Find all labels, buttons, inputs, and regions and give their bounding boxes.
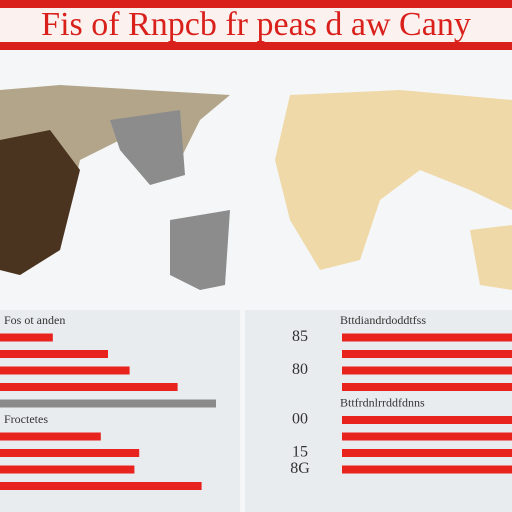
row-label: 85 — [292, 328, 308, 345]
continent — [275, 90, 512, 270]
row-label: 8G — [290, 460, 310, 477]
continent — [470, 225, 512, 290]
map-right — [275, 90, 512, 290]
bar — [0, 449, 140, 457]
row-label: 00 — [292, 411, 308, 428]
panel — [0, 310, 240, 512]
legend-label: Fos ot anden — [4, 313, 65, 327]
bar — [0, 366, 130, 375]
bar — [0, 383, 178, 391]
bar — [0, 482, 202, 490]
bar — [342, 333, 512, 342]
bar — [342, 383, 512, 391]
bar — [0, 350, 108, 358]
continent — [170, 210, 230, 290]
bar — [342, 416, 512, 424]
bar — [342, 366, 512, 375]
map-left — [0, 85, 230, 290]
legend-label: Froctetes — [4, 412, 48, 426]
row-label: 15 — [292, 444, 308, 461]
bar — [342, 449, 512, 457]
bar — [342, 465, 512, 474]
continent — [110, 110, 185, 185]
bar — [342, 350, 512, 358]
bar — [0, 465, 135, 474]
panel — [245, 310, 512, 512]
bar — [0, 399, 216, 408]
bar — [0, 432, 101, 441]
legend-label: Bttfrdnlrrddfdnns — [340, 395, 425, 409]
bar — [342, 432, 512, 441]
continent — [0, 130, 80, 275]
title: Fis of Rnpcb fr peas d aw Cany — [41, 6, 471, 43]
legend-label: Bttdiandrdoddtfss — [340, 313, 426, 327]
header-inner — [0, 8, 512, 42]
row-label: 80 — [292, 361, 308, 378]
bar — [0, 333, 53, 342]
